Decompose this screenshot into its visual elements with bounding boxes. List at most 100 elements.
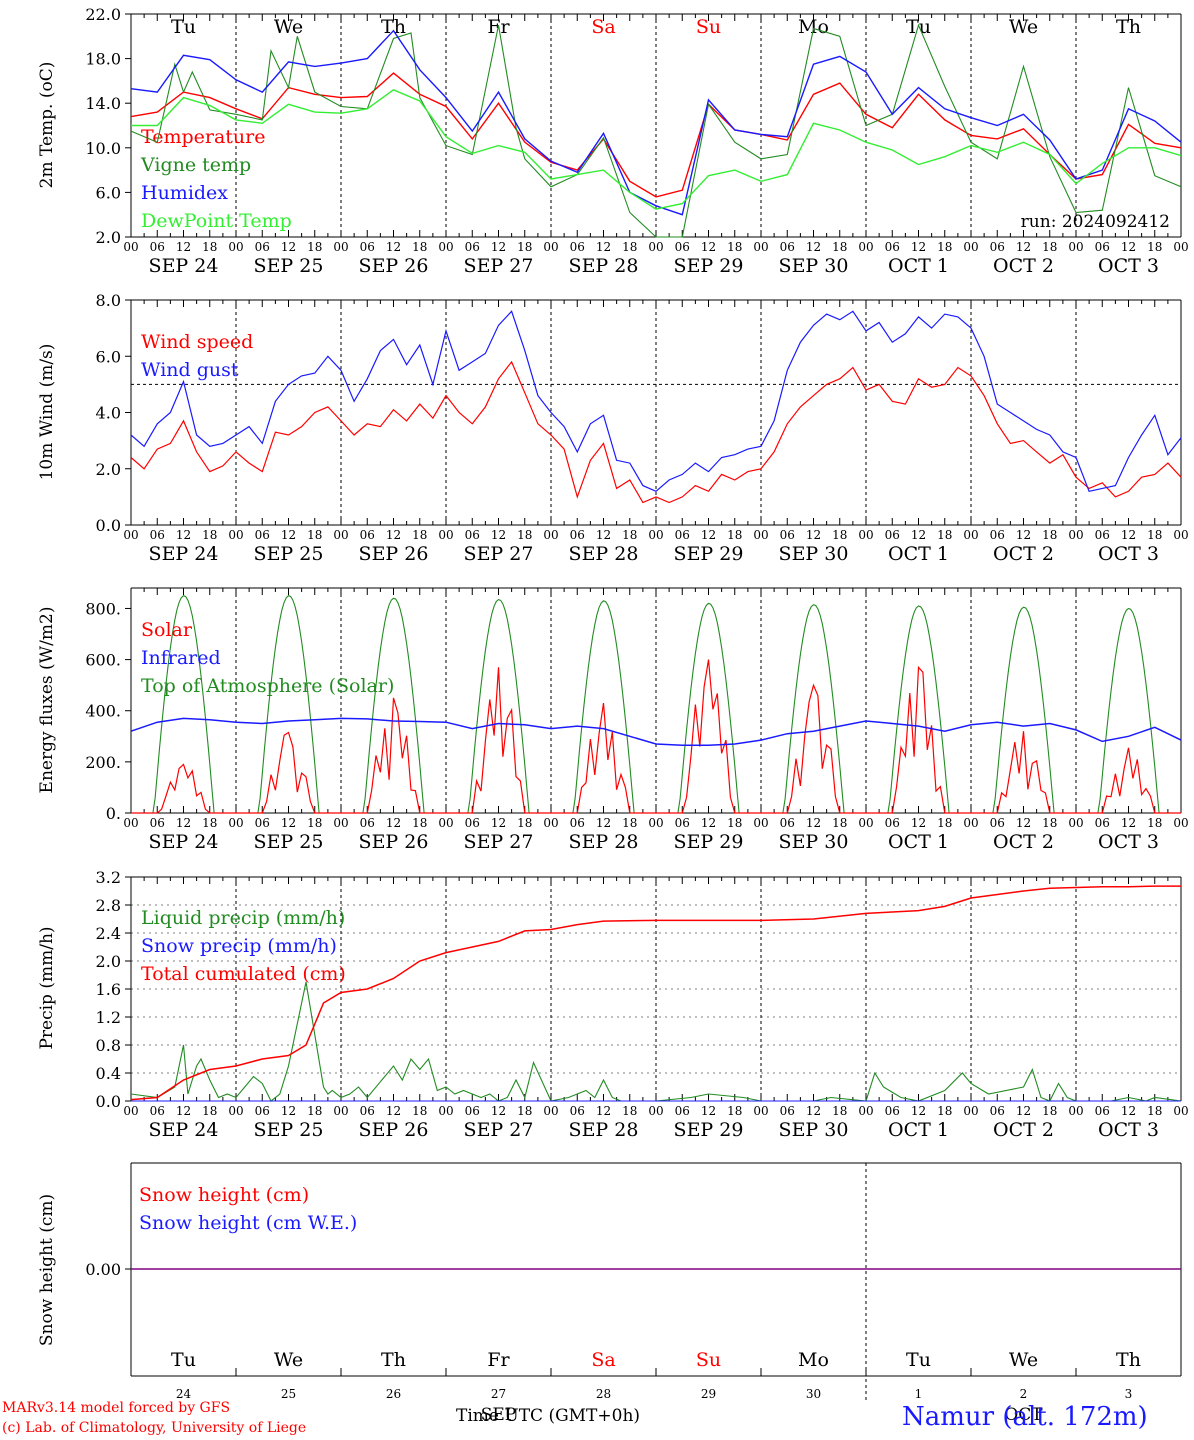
hour-tick-label: 00 [123, 816, 138, 830]
y-tick-label: 1.2 [96, 1008, 121, 1027]
hour-tick-label: 06 [990, 240, 1005, 254]
hour-tick-label: 06 [1095, 1104, 1110, 1118]
hour-tick-label: 00 [333, 1104, 348, 1118]
day-number-label: 26 [386, 1387, 401, 1401]
hour-tick-label: 00 [228, 240, 243, 254]
y-tick-label: 0.8 [96, 1036, 121, 1055]
date-label: SEP 28 [569, 255, 639, 277]
hour-tick-label: 00 [858, 240, 873, 254]
hour-tick-label: 18 [1147, 816, 1162, 830]
y-axis-label: 2m Temp. (oC) [37, 62, 57, 189]
hour-tick-label: 18 [517, 240, 532, 254]
hour-tick-label: 00 [963, 240, 978, 254]
hour-tick-label: 00 [438, 1104, 453, 1118]
day-number-label: 27 [491, 1387, 506, 1401]
y-tick-label: 400. [85, 702, 121, 721]
hour-tick-label: 18 [307, 240, 322, 254]
series-line [130, 29, 1182, 216]
hour-tick-label: 06 [150, 816, 165, 830]
hour-tick-label: 18 [1042, 240, 1057, 254]
day-label: We [1009, 16, 1038, 38]
date-label: SEP 27 [464, 1119, 534, 1141]
hour-tick-label: 18 [412, 1104, 427, 1118]
hour-tick-label: 00 [858, 816, 873, 830]
y-axis-label: 10m Wind (m/s) [37, 344, 57, 481]
date-label: OCT 3 [1098, 255, 1159, 277]
day-label: Mo [798, 1349, 829, 1371]
series-line [130, 360, 1182, 504]
date-label: SEP 27 [464, 255, 534, 277]
date-label: SEP 27 [464, 543, 534, 565]
hour-tick-label: 12 [1121, 1104, 1136, 1118]
y-tick-label: 22.0 [85, 5, 121, 24]
day-label: Tu [171, 1349, 196, 1371]
hour-tick-label: 06 [570, 528, 585, 542]
date-label: SEP 25 [254, 255, 324, 277]
legend-entry: Top of Atmosphere (Solar) [141, 675, 394, 697]
series-line [130, 981, 1182, 1102]
day-label: Th [381, 16, 406, 38]
y-tick-label: 0.0 [96, 516, 121, 535]
legend-entry: Snow height (cm) [139, 1184, 309, 1206]
hour-tick-label: 18 [622, 816, 637, 830]
hour-tick-label: 12 [281, 240, 296, 254]
series-line [130, 310, 1182, 493]
day-number-label: 24 [176, 1387, 192, 1401]
day-label: Tu [171, 16, 196, 38]
hour-tick-label: 18 [412, 816, 427, 830]
hour-tick-label: 00 [123, 528, 138, 542]
day-label: Th [1116, 1349, 1141, 1371]
hour-tick-label: 18 [412, 240, 427, 254]
hour-tick-label: 00 [333, 528, 348, 542]
hour-tick-label: 00 [963, 528, 978, 542]
date-label: SEP 28 [569, 831, 639, 853]
hour-tick-label: 12 [386, 240, 401, 254]
date-label: SEP 30 [779, 831, 849, 853]
hour-tick-label: 12 [806, 240, 821, 254]
hour-tick-label: 12 [491, 1104, 506, 1118]
hour-tick-label: 00 [543, 528, 558, 542]
date-label: SEP 27 [464, 831, 534, 853]
y-tick-label: 18.0 [85, 50, 121, 69]
hour-tick-label: 00 [858, 1104, 873, 1118]
series-line [131, 89, 1182, 210]
hour-tick-label: 12 [596, 816, 611, 830]
y-tick-label: 8.0 [96, 291, 121, 310]
day-label: Th [1116, 16, 1141, 38]
y-tick-label: 3.2 [96, 868, 121, 887]
date-label: SEP 26 [359, 1119, 429, 1141]
hour-tick-label: 12 [176, 240, 191, 254]
hour-tick-label: 00 [1173, 240, 1188, 254]
hour-tick-label: 06 [360, 1104, 375, 1118]
y-tick-label: 600. [85, 651, 121, 670]
hour-tick-label: 12 [701, 240, 716, 254]
hour-tick-label: 12 [911, 816, 926, 830]
hour-tick-label: 06 [1095, 240, 1110, 254]
hour-tick-label: 06 [1095, 816, 1110, 830]
day-label: We [274, 1349, 303, 1371]
date-label: OCT 1 [888, 255, 949, 277]
hour-tick-label: 00 [753, 240, 768, 254]
hour-tick-label: 00 [543, 240, 558, 254]
hour-tick-label: 12 [701, 1104, 716, 1118]
hour-tick-label: 00 [1173, 1104, 1188, 1118]
date-label: SEP 24 [149, 543, 219, 565]
series-line [130, 72, 1182, 198]
y-tick-label: 800. [85, 599, 121, 618]
hour-tick-label: 06 [885, 816, 900, 830]
y-tick-label: 2.0 [96, 952, 121, 971]
day-label: Tu [906, 1349, 931, 1371]
hour-tick-label: 12 [701, 816, 716, 830]
date-label: OCT 2 [993, 543, 1054, 565]
hour-tick-label: 06 [675, 528, 690, 542]
y-tick-label: 4.0 [96, 404, 121, 423]
date-label: SEP 28 [569, 1119, 639, 1141]
day-label: We [274, 16, 303, 38]
day-number-label: 1 [915, 1387, 923, 1401]
hour-tick-label: 06 [780, 1104, 795, 1118]
hour-tick-label: 06 [255, 528, 270, 542]
footer-lab: (c) Lab. of Climatology, University of L… [2, 1420, 307, 1436]
hour-tick-label: 12 [1121, 240, 1136, 254]
hour-tick-label: 06 [465, 528, 480, 542]
hour-tick-label: 12 [596, 240, 611, 254]
